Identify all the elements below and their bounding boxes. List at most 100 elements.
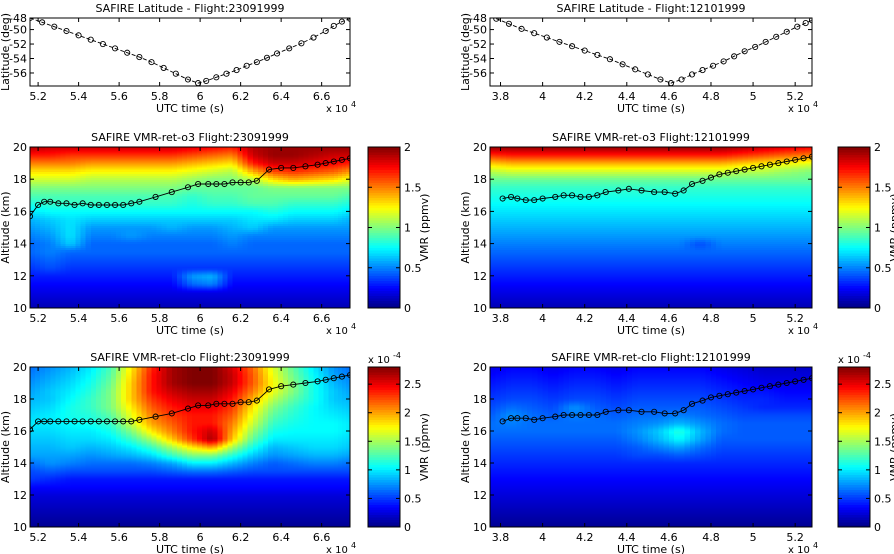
x-tick-label: 3.8 xyxy=(492,90,510,103)
colorbar-swatch xyxy=(838,482,870,486)
chart-5: 5.2 5.4 5.6 5.8 6 6.2 6.4 6.6101214161820SAFIRE… xyxy=(0,351,431,554)
colorbar-swatch xyxy=(368,272,400,276)
y-tick-label: -52 xyxy=(9,38,27,51)
colorbar-swatch xyxy=(838,399,870,403)
colorbar-swatch xyxy=(838,277,870,281)
colorbar-swatch xyxy=(368,147,400,151)
colorbar-tick-label: 0 xyxy=(404,521,411,534)
colorbar-swatch xyxy=(368,285,400,289)
colorbar-swatch xyxy=(368,267,400,271)
colorbar-swatch xyxy=(838,202,870,206)
colorbar-swatch xyxy=(368,372,400,376)
colorbar-tick-label: 1 xyxy=(874,464,881,477)
colorbar-swatch xyxy=(368,282,400,286)
colorbar-swatch xyxy=(838,149,870,153)
colorbar-swatch xyxy=(838,167,870,171)
y-tick-label-top: -48 xyxy=(469,12,487,25)
colorbar-swatch xyxy=(368,252,400,256)
x-axis-label: UTC time (s) xyxy=(156,324,224,337)
heatmap-field xyxy=(490,147,812,308)
colorbar-swatch xyxy=(368,235,400,239)
track-point xyxy=(103,418,111,425)
track-point xyxy=(63,200,70,207)
track-point xyxy=(75,32,82,39)
colorbar-swatch xyxy=(368,280,400,284)
heatmap-field xyxy=(30,147,350,308)
colorbar-swatch xyxy=(368,232,400,236)
colorbar-swatch xyxy=(838,479,870,483)
track-point xyxy=(213,400,220,407)
track-point xyxy=(330,22,337,30)
colorbar-swatch xyxy=(838,394,870,398)
track-point xyxy=(229,179,236,186)
flight-track-series xyxy=(30,155,350,220)
colorbar-label: VMR (ppmv) xyxy=(888,194,894,262)
track-point xyxy=(619,61,626,68)
x-tick-label: 6.6 xyxy=(313,90,331,103)
colorbar-swatch xyxy=(368,300,400,304)
colorbar-tick-label: 2 xyxy=(404,141,411,154)
colorbar-swatch xyxy=(838,235,870,239)
axes-box xyxy=(489,17,813,87)
track-point xyxy=(148,59,155,66)
track-point xyxy=(63,27,70,35)
track-point xyxy=(699,177,706,184)
colorbar-swatch xyxy=(368,502,400,506)
track-point xyxy=(221,400,228,407)
colorbar-exponent: x 10 -4 xyxy=(838,351,871,366)
x-tick-label: 4 xyxy=(539,312,546,325)
colorbar-swatch xyxy=(368,517,400,521)
x-tick-label: 5.8 xyxy=(151,90,169,103)
colorbar-swatch xyxy=(838,397,870,401)
colorbar-swatch xyxy=(838,197,870,201)
colorbar-swatch xyxy=(368,444,400,448)
colorbar-swatch xyxy=(838,270,870,274)
colorbar-tick-label: 2 xyxy=(874,407,881,420)
x-axis-label: UTC time (s) xyxy=(156,102,224,115)
track-point xyxy=(741,387,748,395)
track-point xyxy=(661,189,668,196)
y-tick-label: 16 xyxy=(13,425,27,438)
track-point xyxy=(518,25,525,32)
x-tick-label: 3.8 xyxy=(492,312,510,325)
track-point xyxy=(152,413,159,420)
colorbar-swatch xyxy=(368,189,400,193)
track-point xyxy=(103,201,111,209)
track-point xyxy=(632,66,639,73)
x-tick-label: 4.2 xyxy=(576,531,594,544)
colorbar-swatch xyxy=(838,507,870,511)
colorbar-swatch xyxy=(368,199,400,203)
track-point xyxy=(223,70,230,77)
colorbar-swatch xyxy=(838,194,870,198)
colorbar-swatch xyxy=(838,240,870,244)
y-tick-label: 16 xyxy=(13,205,27,218)
track-point xyxy=(800,155,807,162)
colorbar-swatch xyxy=(368,402,400,406)
colorbar-swatch xyxy=(838,429,870,433)
colorbar-swatch xyxy=(368,382,400,386)
track-point xyxy=(792,378,799,385)
colorbar-swatch xyxy=(838,374,870,378)
track-point xyxy=(552,413,559,420)
colorbar-swatch xyxy=(838,449,870,453)
track-point xyxy=(680,187,687,194)
colorbar: 0 0.5 1 1.5 2 VMR (ppmv) xyxy=(837,141,894,315)
colorbar-swatch xyxy=(838,292,870,297)
colorbar-swatch xyxy=(368,169,400,173)
colorbar-swatch xyxy=(838,409,870,413)
y-axis-label: Latitude (deg) xyxy=(459,13,472,91)
colorbar-swatch xyxy=(368,509,400,513)
track-point xyxy=(808,153,812,160)
colorbar-swatch xyxy=(838,519,870,523)
track-point xyxy=(55,418,62,425)
colorbar-tick-label: 2.5 xyxy=(404,378,422,391)
track-point xyxy=(808,18,812,24)
track-point xyxy=(792,156,799,163)
colorbar-tick-label: 0 xyxy=(874,521,881,534)
colorbar-swatch xyxy=(838,287,870,291)
colorbar-swatch xyxy=(838,522,870,526)
colorbar-swatch xyxy=(368,245,400,249)
colorbar-swatch xyxy=(838,187,870,191)
track-point xyxy=(615,407,622,414)
